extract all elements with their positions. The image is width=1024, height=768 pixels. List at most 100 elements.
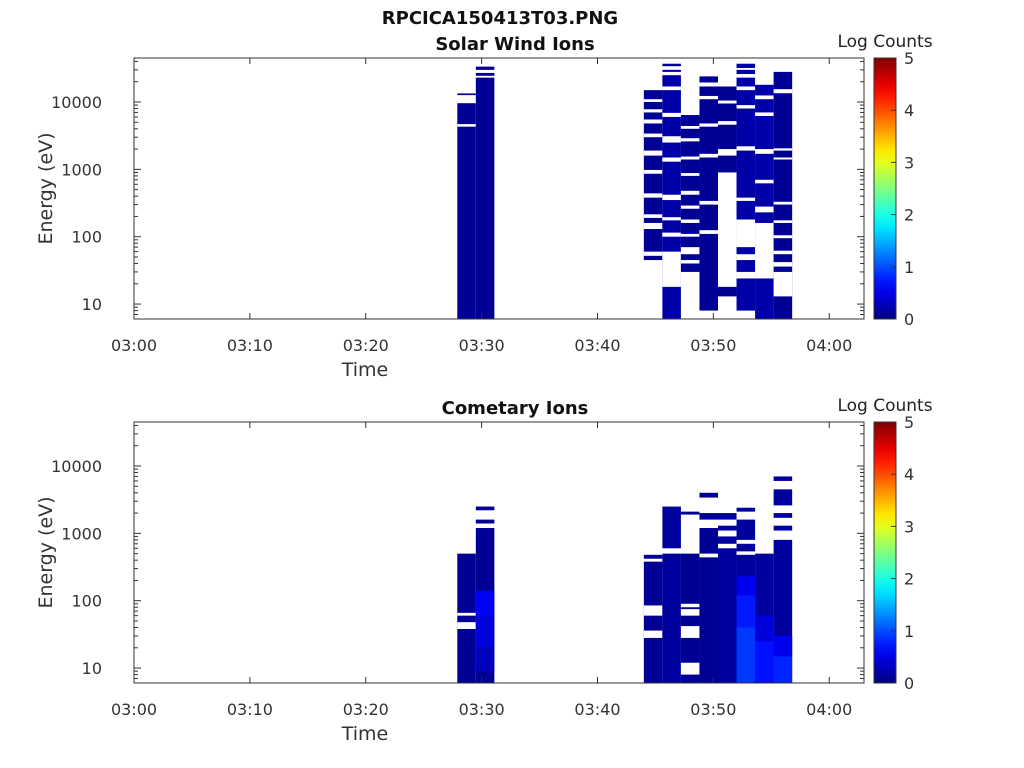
spectrogram-gap [718, 149, 737, 156]
spectrogram-gap [736, 74, 756, 78]
spectrogram-gap [643, 169, 663, 174]
spectrogram-gap [699, 123, 718, 127]
spectrogram-cell [475, 615, 495, 648]
x-tick-label: 03:40 [574, 700, 620, 719]
y-tick-label: 10000 [51, 457, 102, 476]
y-axis-label: Energy (eV) [35, 496, 57, 608]
spectrogram-column [457, 553, 476, 683]
x-tick-label: 03:30 [459, 700, 505, 719]
spectrogram-gap [699, 82, 718, 87]
y-tick-label: 100 [71, 228, 102, 247]
spectrogram-gap [643, 214, 663, 218]
spectrogram-column [475, 77, 495, 319]
spectrogram-column [736, 63, 756, 311]
spectrogram-band [699, 513, 718, 520]
x-tick-label: 03:40 [574, 336, 620, 355]
x-tick-label: 03:50 [690, 700, 736, 719]
colorbar-tick-label: 2 [904, 206, 914, 225]
colorbar-tick-label: 5 [904, 49, 914, 68]
spectrogram-gap [755, 206, 774, 213]
colorbar-tick-label: 3 [904, 517, 914, 536]
spectrogram-band [773, 525, 793, 531]
spectrogram-gap [773, 148, 793, 151]
spectrogram-gap [773, 271, 793, 297]
x-tick-label: 04:00 [806, 700, 852, 719]
spectrogram-gap [680, 603, 700, 608]
spectrogram-gap [662, 157, 681, 162]
colorbar-tick-label: 1 [904, 258, 914, 277]
spectrogram-column [699, 557, 718, 683]
spectrogram-gap [643, 133, 663, 138]
spectrogram-gap [773, 89, 793, 94]
panel-title: Solar Wind Ions [435, 34, 594, 55]
x-tick-label: 03:50 [690, 336, 736, 355]
spectrogram-band [736, 543, 756, 552]
x-tick-label: 04:00 [806, 336, 852, 355]
spectrogram-gap [643, 251, 663, 256]
spectrogram-gap [736, 197, 756, 201]
spectrogram-band [773, 513, 793, 518]
spectrogram-band [475, 506, 495, 511]
y-tick-label: 1000 [61, 160, 102, 179]
spectrogram-gap [662, 86, 681, 91]
panels: 03:00 03:10 03:20 03:30 03:40 03:50 04:0010100… [35, 32, 933, 745]
x-tick-label: 03:00 [111, 700, 157, 719]
spectrogram-gap [736, 219, 756, 248]
colorbar-tick-label: 1 [904, 622, 914, 641]
spectrogram-band [680, 511, 700, 515]
spectrogram-band [773, 489, 793, 506]
spectrogram-band [718, 525, 737, 531]
spectrogram-gap [680, 626, 700, 638]
spectrogram-cell [755, 615, 774, 642]
x-tick-label: 03:30 [459, 336, 505, 355]
spectrogram-gap [662, 136, 681, 143]
colorbar [873, 57, 897, 320]
spectrogram-gap [699, 200, 718, 205]
spectrogram-gap [680, 205, 700, 209]
spectrogram-gap [755, 149, 774, 154]
spectrogram-gap [643, 119, 663, 124]
spectrogram-gap [699, 230, 718, 234]
spectrogram-gap [662, 251, 681, 287]
x-tick-label: 03:20 [343, 700, 389, 719]
colorbar [873, 421, 897, 684]
spectrogram-gap [718, 172, 737, 287]
panel-title: Cometary Ions [442, 398, 589, 419]
colorbar-label: Log Counts [837, 32, 932, 52]
spectrogram-band [773, 476, 793, 481]
x-tick-label: 03:00 [111, 336, 157, 355]
colorbar-tick-label: 4 [904, 465, 914, 484]
y-tick-label: 10 [82, 659, 102, 678]
x-axis-label: Time [341, 723, 389, 745]
colorbar-tick-label: 0 [904, 674, 914, 693]
spectrogram-gap [457, 612, 476, 616]
y-tick-label: 10000 [51, 93, 102, 112]
spectrogram-gap [773, 235, 793, 239]
spectrogram-band [457, 93, 476, 96]
x-axis-label: Time [341, 359, 389, 381]
spectrogram-band [718, 513, 737, 520]
spectrogram-column [755, 84, 774, 319]
spectrogram-gap [643, 222, 663, 230]
spectrogram-gap [755, 112, 774, 116]
spectrogram-gap [680, 233, 700, 237]
spectrogram-band [662, 63, 681, 67]
spectrogram-gap [736, 146, 756, 151]
spectrogram-band [475, 72, 495, 76]
spectrogram-band [736, 519, 756, 540]
spectrogram-cell [736, 576, 756, 596]
spectrogram-gap [643, 109, 663, 113]
spectrogram-gap [755, 95, 774, 100]
spectrogram-gap [643, 605, 663, 616]
spectrogram-gap [718, 121, 737, 125]
spectrogram-gap [773, 157, 793, 160]
spectrogram-band [475, 66, 495, 70]
spectrogram-column [662, 553, 681, 683]
spectrogram-column [643, 90, 663, 261]
x-tick-label: 03:10 [227, 700, 273, 719]
spectrogram-band [699, 528, 718, 554]
spectrogram-gap [662, 194, 681, 201]
spectrogram-gap [680, 173, 700, 176]
spectrogram-cell [475, 647, 495, 672]
